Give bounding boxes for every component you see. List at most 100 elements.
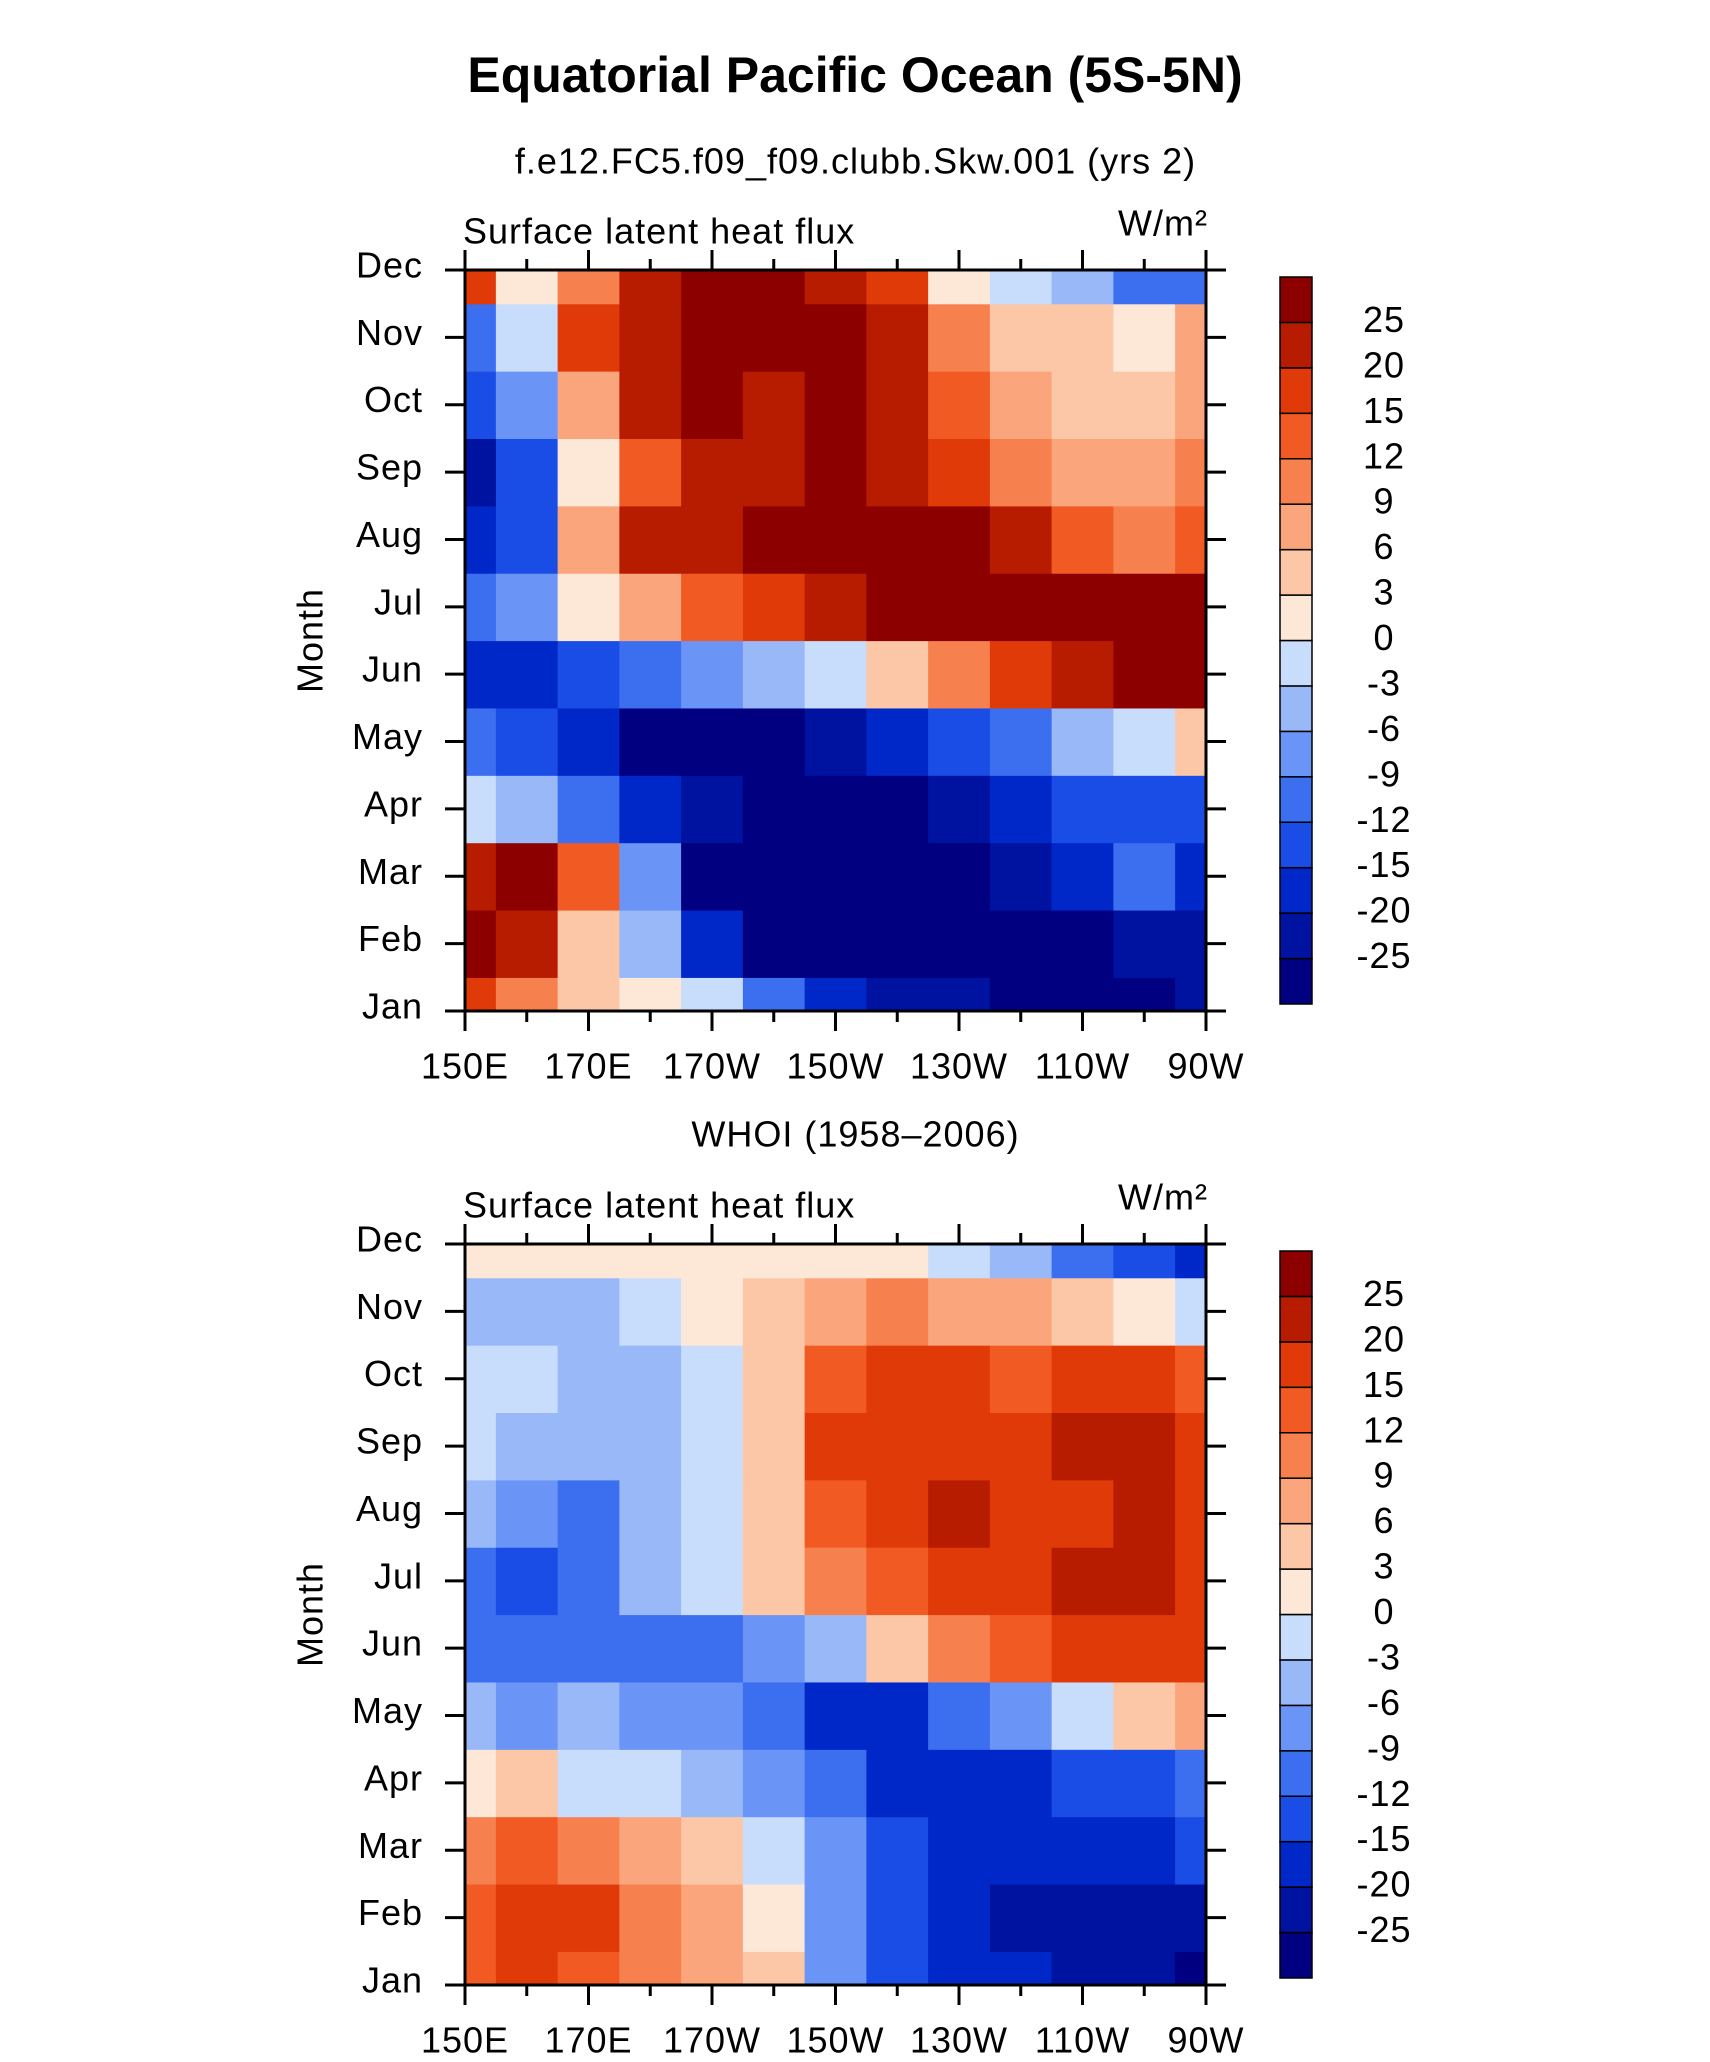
heat-cell xyxy=(804,1547,867,1616)
heat-cell xyxy=(681,707,744,776)
heat-cell xyxy=(866,1614,929,1683)
heat-cell xyxy=(742,1749,806,1818)
y-tick-label: Oct xyxy=(364,379,423,420)
colorbar-box xyxy=(1279,503,1313,551)
x-tick-label: 170E xyxy=(544,1046,632,1087)
heat-cell xyxy=(1175,707,1207,776)
heat-cell xyxy=(928,1749,991,1818)
heat-cell xyxy=(495,1681,559,1750)
colorbar-box xyxy=(1279,1386,1313,1434)
colorbar-label: -6 xyxy=(1367,708,1401,749)
heat-cell xyxy=(928,1681,991,1750)
heat-cell xyxy=(465,1681,497,1750)
y-tick-label: Oct xyxy=(364,1353,423,1394)
heat-cell xyxy=(1051,1614,1114,1683)
heat-cell xyxy=(928,1479,991,1548)
heat-cell xyxy=(619,842,682,911)
heat-cell xyxy=(1175,909,1207,978)
heat-cell xyxy=(1113,1479,1176,1548)
y-tick-label: Jul xyxy=(374,1555,423,1596)
heat-cell xyxy=(465,1479,497,1548)
y-tick-label: Mar xyxy=(358,1825,423,1866)
heat-cell xyxy=(495,1951,559,1986)
heat-cell xyxy=(619,977,682,1012)
heat-cell xyxy=(742,438,806,507)
x-tick-label: 110W xyxy=(1035,1046,1130,1087)
heat-cell xyxy=(928,775,991,844)
heat-cell xyxy=(928,1412,991,1481)
heat-cell xyxy=(681,1277,744,1346)
heat-cell xyxy=(557,1277,620,1346)
colorbar-box xyxy=(1279,1840,1313,1888)
heat-cell xyxy=(1051,1883,1114,1952)
heat-cell xyxy=(742,371,806,440)
heat-cell xyxy=(495,1547,559,1616)
heat-cell xyxy=(989,909,1053,978)
colorbar-box xyxy=(1279,685,1313,733)
heat-cell xyxy=(928,640,991,709)
colorbar-label: 25 xyxy=(1363,299,1405,340)
heat-cell xyxy=(495,1244,559,1279)
heat-cell xyxy=(804,1816,867,1885)
colorbar-box xyxy=(1279,730,1313,778)
colorbar-label: 12 xyxy=(1363,1409,1405,1450)
heat-cell xyxy=(465,438,497,507)
heat-cell xyxy=(1113,371,1176,440)
colorbar-box xyxy=(1279,957,1313,1005)
heat-cell xyxy=(989,640,1053,709)
x-tick-label: 150E xyxy=(421,1046,509,1087)
heat-cell xyxy=(681,1816,744,1885)
heat-cell xyxy=(1113,1547,1176,1616)
colorbar-label: -9 xyxy=(1367,753,1401,794)
heat-cell xyxy=(465,1816,497,1885)
colorbar-box xyxy=(1279,1295,1313,1343)
heat-cell xyxy=(742,1883,806,1952)
heat-cell xyxy=(804,1277,867,1346)
heat-cell xyxy=(465,1547,497,1616)
heat-cell xyxy=(804,1479,867,1548)
heat-cell xyxy=(1051,1345,1114,1414)
heat-cell xyxy=(866,640,929,709)
heat-cell xyxy=(804,707,867,776)
heat-cell xyxy=(619,1816,682,1885)
heat-cell xyxy=(742,1681,806,1750)
heat-cell xyxy=(681,1547,744,1616)
heat-cell xyxy=(1113,707,1176,776)
heat-cell xyxy=(1175,371,1207,440)
heat-cell xyxy=(557,371,620,440)
y-tick-label: Apr xyxy=(364,783,423,824)
heat-cell xyxy=(619,1412,682,1481)
heat-cell xyxy=(619,1883,682,1952)
heat-cell xyxy=(989,1816,1053,1885)
heat-cell xyxy=(742,1479,806,1548)
heat-cell xyxy=(557,1681,620,1750)
x-tick-label: 150W xyxy=(786,2020,884,2061)
heat-cell xyxy=(742,1951,806,1986)
heat-cell xyxy=(1113,640,1176,709)
colorbar-label: 9 xyxy=(1373,1455,1394,1496)
y-tick-label: May xyxy=(352,716,423,757)
heat-cell xyxy=(742,775,806,844)
heat-cell xyxy=(465,775,497,844)
y-tick-label: Jun xyxy=(362,1623,423,1664)
heat-cell xyxy=(989,707,1053,776)
x-tick-label: 170W xyxy=(663,2020,761,2061)
colorbar-box xyxy=(1279,912,1313,960)
heat-cell xyxy=(557,1816,620,1885)
heat-cell xyxy=(1175,1547,1207,1616)
colorbar-label: -15 xyxy=(1356,1818,1411,1859)
heat-cell xyxy=(742,842,806,911)
heat-cell xyxy=(742,573,806,642)
heat-cell xyxy=(866,1883,929,1952)
heat-cell xyxy=(1051,1412,1114,1481)
heat-cell xyxy=(465,371,497,440)
heat-cell xyxy=(989,1412,1053,1481)
heat-cell xyxy=(465,1749,497,1818)
colorbar-box xyxy=(1279,1795,1313,1843)
x-tick-label: 150W xyxy=(786,1046,884,1087)
x-tick-label: 170E xyxy=(544,2020,632,2061)
heat-cell xyxy=(465,1277,497,1346)
heat-cell xyxy=(989,1244,1053,1279)
heat-cell xyxy=(1113,1681,1176,1750)
heat-cell xyxy=(742,640,806,709)
